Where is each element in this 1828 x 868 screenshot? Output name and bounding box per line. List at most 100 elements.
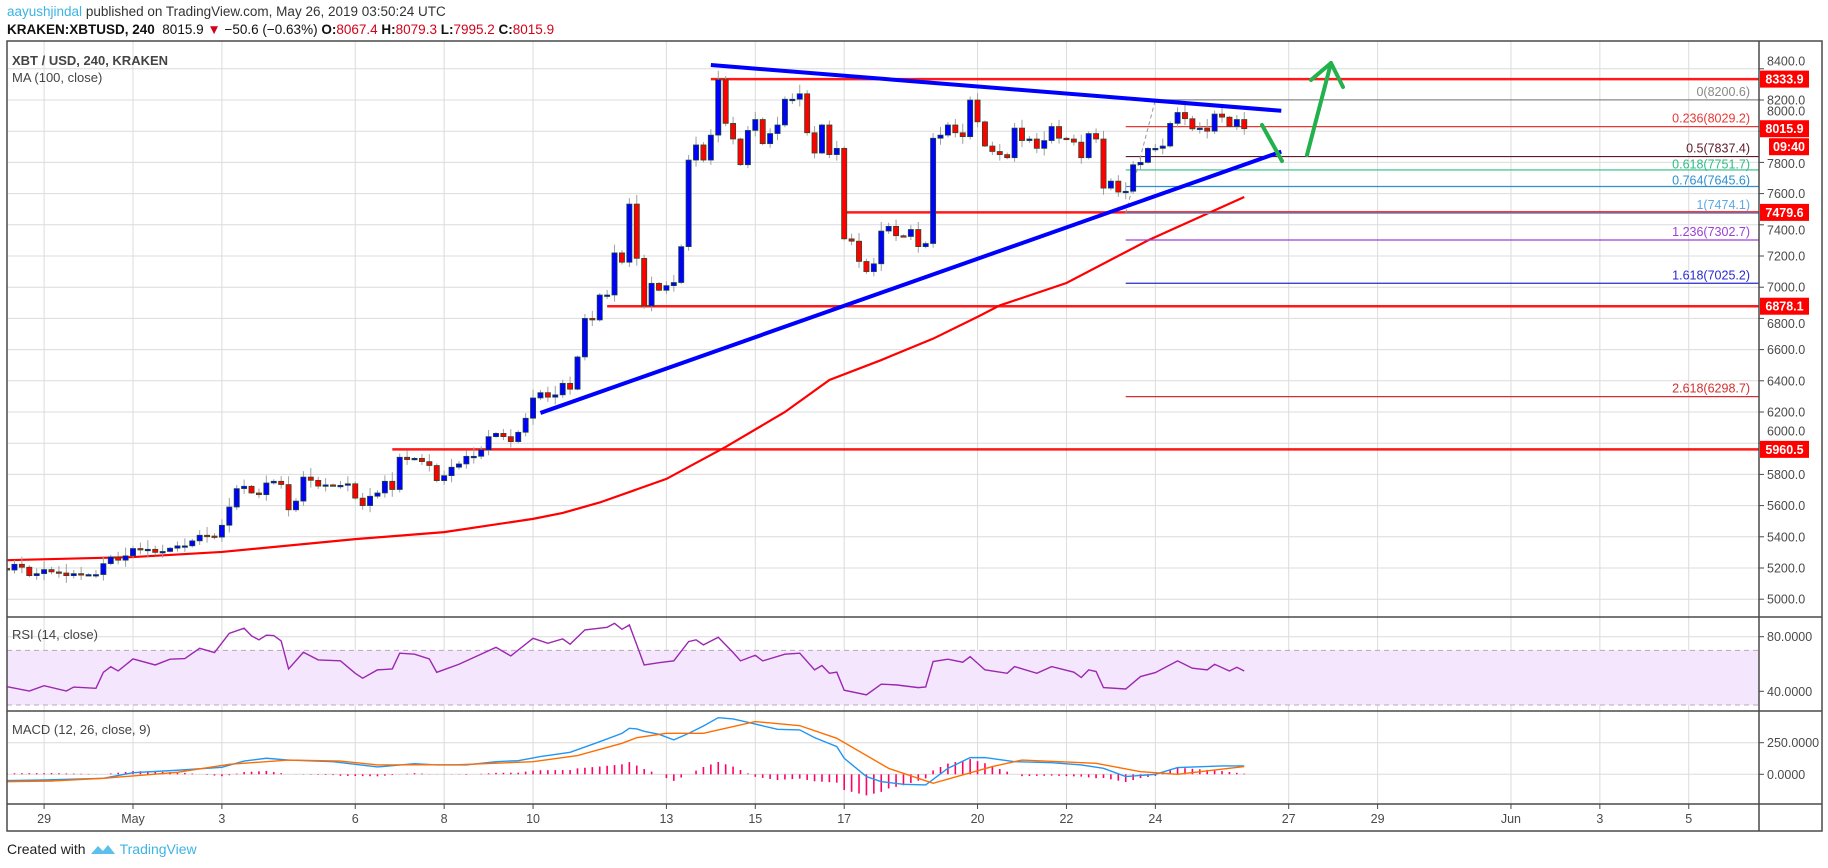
price-tick-label: 7800.0 [1767,157,1805,171]
up-candle-body [707,134,714,161]
up-candle-body [1233,119,1240,127]
level-price-label-bg [1760,203,1809,221]
down-candle-body [1019,127,1025,141]
trendline-support[interactable] [539,149,1282,415]
candle [789,93,796,104]
down-candle-body [811,132,818,154]
candle [41,561,48,581]
down-candle-body [63,572,70,576]
candle [1219,107,1225,123]
time-axis[interactable]: 29 May 3 6 8 10 13 15 17 20 22 24 27 29 Jun 3 5 [37,804,1692,826]
last-price-label-bg [1760,120,1809,138]
tradingview-logo-icon [90,845,115,854]
macd-tick-label: 250.0000 [1767,736,1819,750]
candle [248,485,255,494]
up-candle-body [493,433,499,437]
trendline-resistance[interactable] [710,63,1282,113]
candle [100,556,107,581]
down-candle-body [278,480,285,485]
candle [833,140,840,161]
tradingview-link[interactable]: TradingView [119,841,197,857]
candle [485,429,492,456]
series-legend[interactable]: XBT / USD, 240, KRAKEN [12,53,169,68]
trendlines[interactable] [539,63,1282,415]
candle [418,453,425,466]
up-candle-body [1107,180,1114,189]
candle [781,96,788,128]
time-tick-label: 24 [1148,812,1162,826]
time-tick-label: 22 [1059,812,1073,826]
down-candle-body [1189,118,1196,130]
candle [218,519,225,542]
down-candle-body [285,484,292,511]
candle [730,116,737,145]
candle [159,544,166,558]
down-candle-body [1226,116,1233,127]
up-candle-body [196,534,203,542]
down-candle-body [841,148,848,240]
candle [937,126,944,145]
down-candle-body [248,485,255,494]
up-candle-body [559,382,566,396]
pullback-arrow[interactable] [1260,123,1284,163]
down-candle-body [152,548,159,553]
time-tick-label: 15 [748,812,762,826]
time-tick-label: 10 [526,812,540,826]
candle [26,565,33,578]
price-change: −50.6 (−0.63%) [224,22,318,37]
fib-level-label: 0.764(7645.6) [1672,174,1750,188]
level-price-label: 7479.6 [1760,203,1809,221]
candle [315,476,322,489]
candle [885,222,892,234]
candle [1107,178,1114,191]
ma-legend[interactable]: MA (100, close) [12,70,103,85]
up-candle-body [752,119,759,131]
candle [693,136,699,167]
candle [441,470,448,485]
rsi-legend[interactable]: RSI (14, close) [12,627,98,642]
down-candle-body [1219,113,1225,118]
down-candle-body [722,79,729,124]
level-price-label-text: 5960.5 [1765,443,1803,457]
price-labels: 8333.9 7479.6 6878.1 5960.5 8015.9 09:40 [1760,70,1809,458]
candle [618,250,625,265]
author-link[interactable]: aayushjindal [7,4,83,19]
down-candle-body [618,252,625,263]
up-candle-body [1130,164,1137,192]
down-candle-body [759,119,766,145]
candle [922,241,929,249]
candle [663,281,670,294]
down-candle-body [48,569,55,573]
up-candle-body [93,574,99,577]
candle [33,568,40,580]
last-price-label-text: 8015.9 [1765,122,1803,136]
down-candle-body [544,392,551,398]
up-candle-body [1196,127,1203,130]
up-candle-body [685,159,692,247]
candle [330,483,336,487]
candle [1152,143,1159,152]
candle [952,119,959,138]
candle [470,447,477,464]
down-candle-body [641,257,648,307]
candle [641,254,648,309]
up-candle-body [130,548,136,557]
rally-arrow[interactable] [1305,61,1333,157]
macd-legend[interactable]: MACD (12, 26, close, 9) [12,722,151,737]
candle [448,458,455,483]
level-price-label-text: 7479.6 [1765,206,1803,220]
down-candle-body [589,318,596,321]
down-candle-body [863,261,870,272]
candle [1011,122,1018,162]
low-key: L: [440,22,454,37]
green-arrow-drawing[interactable] [1260,61,1345,163]
candle [1078,134,1085,164]
candle [285,476,292,517]
down-candle-body [996,151,1003,155]
up-candle-body [11,563,18,571]
candle [389,472,396,497]
up-candle-body [478,449,485,457]
candle [544,386,551,402]
